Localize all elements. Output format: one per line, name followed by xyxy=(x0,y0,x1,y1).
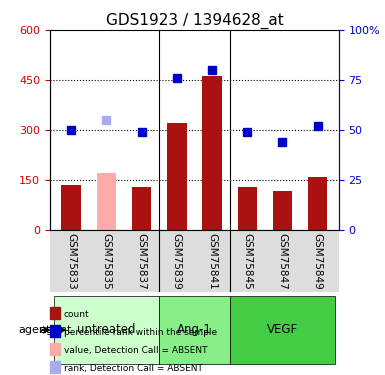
Text: GSM75849: GSM75849 xyxy=(313,233,323,290)
Bar xyxy=(308,177,327,230)
Text: Ang-1: Ang-1 xyxy=(177,324,212,336)
Bar xyxy=(273,190,292,230)
Bar xyxy=(203,76,222,230)
Text: GSM75847: GSM75847 xyxy=(278,233,288,290)
Text: GSM75841: GSM75841 xyxy=(207,233,217,290)
Text: value, Detection Call = ABSENT: value, Detection Call = ABSENT xyxy=(64,346,207,355)
FancyBboxPatch shape xyxy=(229,296,335,364)
Bar xyxy=(238,188,257,230)
Bar xyxy=(62,185,81,230)
Text: GSM75837: GSM75837 xyxy=(137,233,147,290)
Bar xyxy=(132,188,151,230)
Text: agent: agent xyxy=(18,325,51,335)
FancyBboxPatch shape xyxy=(159,296,229,364)
Text: agent: agent xyxy=(40,325,72,335)
Text: rank, Detection Call = ABSENT: rank, Detection Call = ABSENT xyxy=(64,364,203,373)
Text: GSM75833: GSM75833 xyxy=(66,233,76,290)
Bar xyxy=(97,173,116,230)
FancyBboxPatch shape xyxy=(54,296,159,364)
Text: GSM75839: GSM75839 xyxy=(172,233,182,290)
Text: untreated: untreated xyxy=(77,324,136,336)
Bar xyxy=(167,123,186,230)
Text: percentile rank within the sample: percentile rank within the sample xyxy=(64,328,217,337)
Title: GDS1923 / 1394628_at: GDS1923 / 1394628_at xyxy=(105,12,283,28)
Text: GSM75835: GSM75835 xyxy=(101,233,111,290)
Text: VEGF: VEGF xyxy=(267,324,298,336)
Text: GSM75845: GSM75845 xyxy=(242,233,252,290)
Text: count: count xyxy=(64,310,89,319)
